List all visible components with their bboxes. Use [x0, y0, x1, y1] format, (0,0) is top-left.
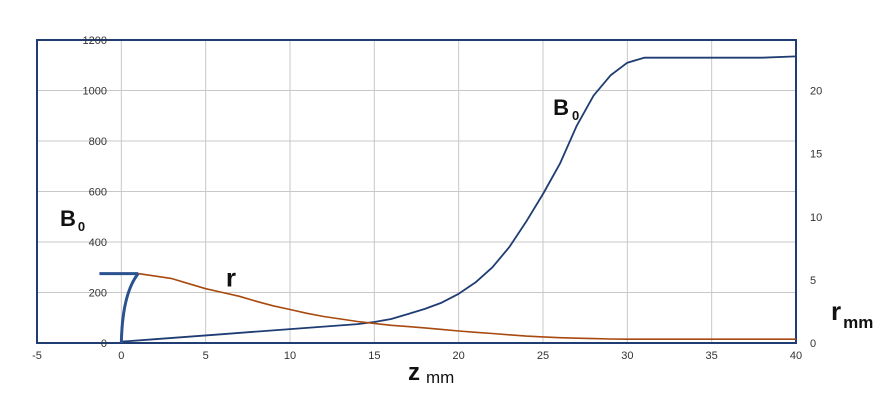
series-layer: [121, 55, 797, 343]
y-right-tick-label: 10: [810, 212, 822, 224]
annotation-layer: B 0 r: [226, 95, 579, 293]
x-tick-label: 10: [284, 350, 296, 362]
x-tick-label: 15: [368, 350, 380, 362]
y-left-tick-label: 400: [89, 237, 107, 249]
y-right-tick-labels: 0 5 10 15 20: [810, 86, 822, 351]
x-tick-label: -5: [32, 350, 42, 362]
origin-bracket-curve: [119, 272, 140, 344]
y-left-tick-label: 600: [89, 187, 107, 199]
grid: [36, 39, 797, 344]
y-right-tick-label: 0: [810, 338, 816, 350]
y-left-tick-label: 200: [89, 288, 107, 300]
y-left-tick-label: 1200: [83, 35, 107, 47]
series-line-B: [121, 55, 797, 343]
x-tick-label: 25: [537, 350, 549, 362]
y-left-tick-labels: 0 200 400 600 800 1000 1200: [83, 35, 107, 350]
x-tick-label: 5: [203, 350, 209, 362]
x-axis-title: z mm: [408, 359, 454, 387]
x-tick-label: 20: [453, 350, 465, 362]
y-right-tick-label: 20: [810, 86, 822, 98]
axis-origin-marker: [99, 272, 140, 344]
annotation-r: r: [226, 263, 236, 293]
x-tick-label: 35: [706, 350, 718, 362]
y-right-tick-label: 5: [810, 275, 816, 287]
y-right-axis-title: r mm: [831, 296, 873, 332]
x-tick-label: 30: [621, 350, 633, 362]
x-tick-labels: -5 0 5 10 15 20 25 30 35 40: [32, 350, 802, 362]
y-right-tick-label: 15: [810, 149, 822, 161]
y-left-tick-label: 0: [101, 338, 107, 350]
y-left-tick-label: 800: [89, 136, 107, 148]
plot-frame: [36, 39, 797, 344]
series-line-r: [138, 272, 796, 340]
y-left-tick-label: 1000: [83, 86, 107, 98]
x-tick-label: 40: [790, 350, 802, 362]
x-tick-label: 0: [118, 350, 124, 362]
